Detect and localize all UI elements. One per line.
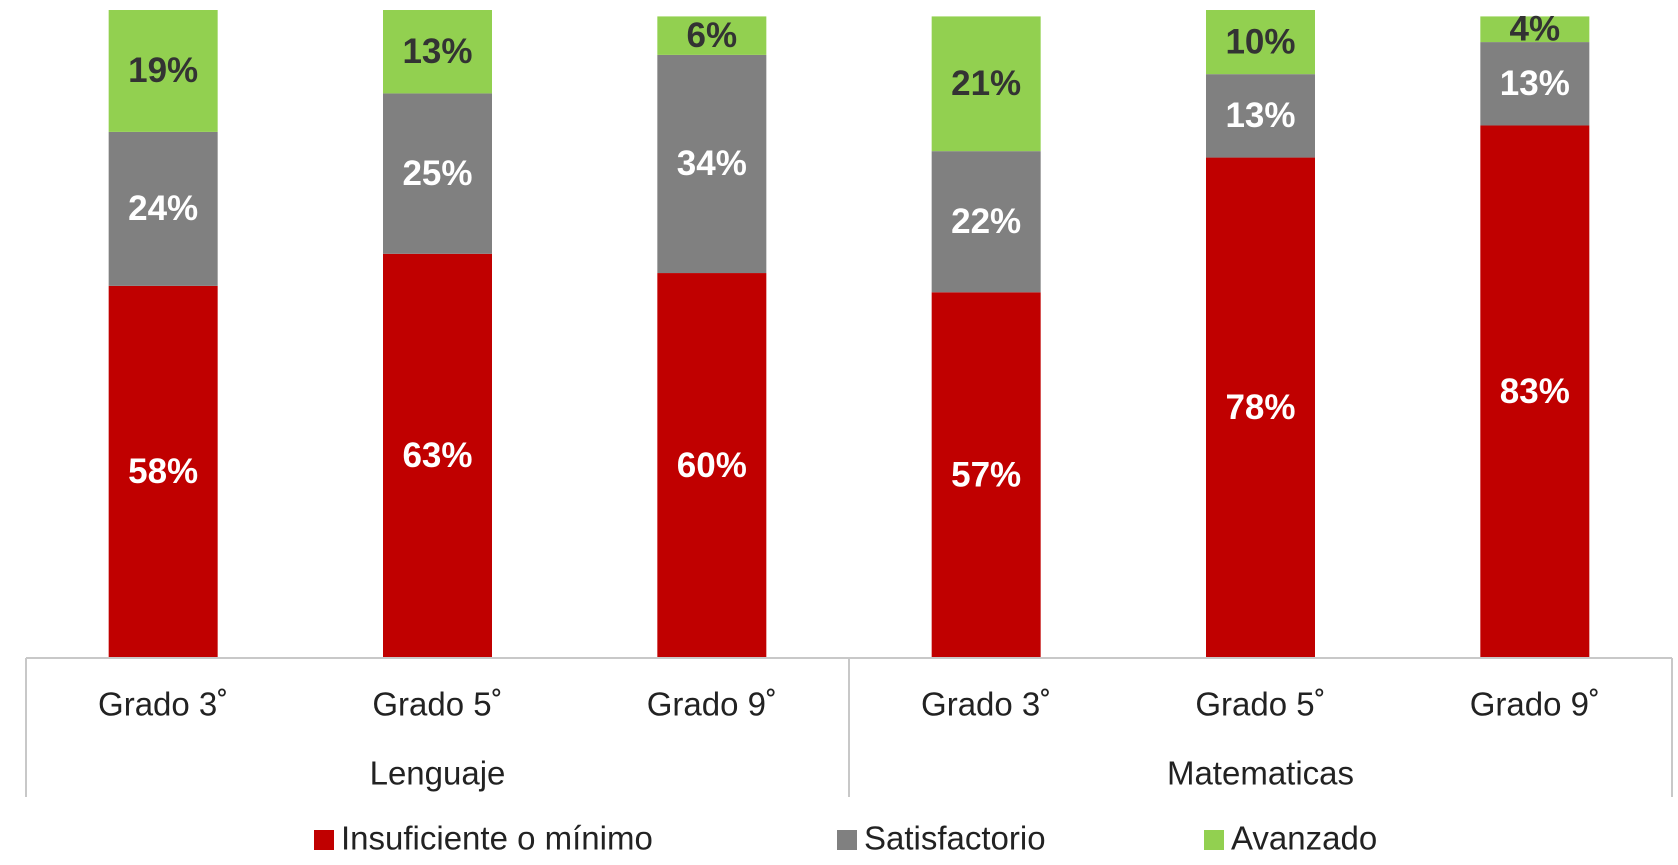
bar-segment xyxy=(383,93,492,254)
data-label: 13% xyxy=(1225,96,1295,135)
legend-swatch xyxy=(314,830,334,850)
x-tick-label: Grado 5˚ xyxy=(1195,686,1325,723)
x-tick-label: Grado 9˚ xyxy=(1470,686,1600,723)
bar-segment xyxy=(108,10,218,132)
bar-segment xyxy=(1480,42,1590,126)
data-label: 24% xyxy=(128,189,198,228)
bar-segment xyxy=(383,253,492,658)
data-label: 21% xyxy=(951,64,1021,103)
x-tick-label: Grado 9˚ xyxy=(647,686,777,723)
data-label: 6% xyxy=(687,16,738,55)
data-label: 63% xyxy=(402,436,472,475)
x-tick-label: Grado 5˚ xyxy=(372,686,502,723)
data-label: 83% xyxy=(1500,372,1570,411)
bar-segment xyxy=(657,16,767,55)
legend-swatch xyxy=(837,830,857,850)
bar-segment xyxy=(931,151,1041,293)
data-label: 25% xyxy=(402,154,472,193)
bar-segment xyxy=(657,54,767,274)
data-label: 57% xyxy=(951,455,1021,494)
bar-segment xyxy=(108,285,218,658)
bar-segment xyxy=(108,131,218,286)
bar-segment xyxy=(383,10,492,94)
x-tick-label: Grado 3˚ xyxy=(921,686,1051,723)
legend-label: Insuficiente o mínimo xyxy=(341,820,653,857)
bar-segment xyxy=(931,16,1041,152)
legend-label: Satisfactorio xyxy=(864,820,1046,857)
legend-label: Avanzado xyxy=(1231,820,1377,857)
data-label: 4% xyxy=(1510,9,1561,48)
data-label: 60% xyxy=(677,446,747,485)
bar-segment xyxy=(1480,125,1590,658)
group-label: Matematicas xyxy=(1167,755,1354,792)
data-label: 58% xyxy=(128,452,198,491)
bar-segment xyxy=(1206,10,1315,75)
bar-segment xyxy=(1206,74,1315,158)
data-label: 13% xyxy=(402,32,472,71)
x-tick-label: Grado 3˚ xyxy=(98,686,228,723)
bar-segment xyxy=(1206,157,1315,658)
bar-segment xyxy=(931,292,1041,658)
bar-segment xyxy=(657,273,767,658)
data-label: 78% xyxy=(1225,388,1295,427)
data-label: 10% xyxy=(1225,22,1295,61)
bar-segment xyxy=(1480,16,1590,43)
data-label: 22% xyxy=(951,202,1021,241)
data-label: 19% xyxy=(128,51,198,90)
legend-swatch xyxy=(1204,830,1224,850)
data-label: 13% xyxy=(1500,64,1570,103)
data-label: 34% xyxy=(677,144,747,183)
group-label: Lenguaje xyxy=(370,755,506,792)
